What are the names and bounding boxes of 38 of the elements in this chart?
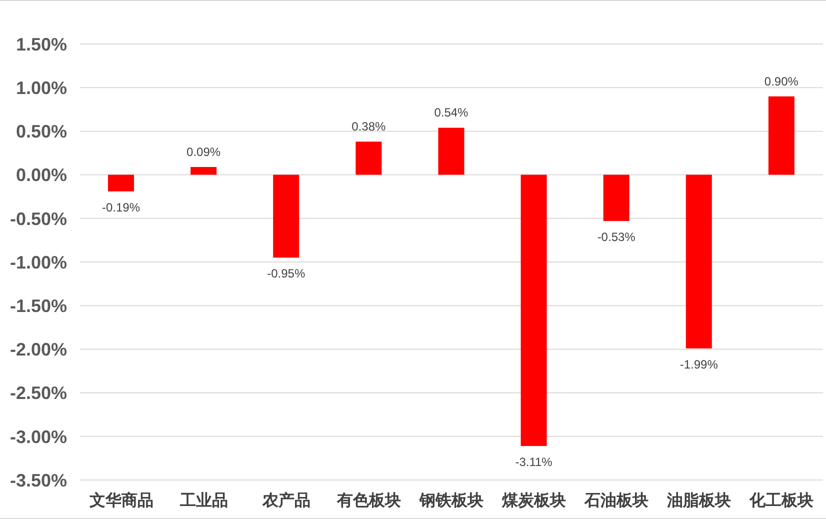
x-tick-label: 有色板块 [336,491,401,510]
x-tick-label: 工业品 [178,491,228,510]
data-label: -1.99% [680,357,718,372]
data-label: 0.54% [434,106,469,120]
bar [190,166,217,175]
bar [520,174,547,446]
data-label: -0.19% [102,200,140,214]
x-tick-label: 油脂板块 [666,491,732,510]
y-tick-label: -3.50% [10,470,67,490]
y-tick-label: 1.50% [16,34,67,54]
y-tick-label: -0.50% [10,208,67,229]
data-label: 0.90% [764,74,799,88]
y-tick-label: -3.00% [10,426,67,447]
x-tick-label: 煤炭板块 [501,491,566,510]
x-tick-label: 石油板块 [584,491,649,510]
x-tick-label: 化工板块 [748,491,814,510]
bar [356,142,382,175]
data-label: 0.09% [186,144,221,159]
x-tick-label: 农产品 [261,491,310,510]
bar [686,174,712,348]
y-tick-label: -1.00% [10,252,67,272]
data-label: -0.53% [597,230,636,244]
data-label: 0.38% [352,120,386,134]
y-tick-label: -2.50% [10,383,67,404]
y-tick-label: -2.00% [10,340,67,360]
bar [603,174,630,222]
x-tick-label: 文华商品 [88,491,154,510]
y-tick-label: 0.00% [16,165,67,186]
x-tick-label: 钢铁板块 [418,491,484,510]
y-tick-label: 1.00% [16,78,67,98]
data-label: -0.95% [267,266,306,281]
bar [273,174,300,258]
data-label: -3.11% [515,454,553,469]
bar [768,96,794,175]
y-tick-label: -1.50% [10,296,67,316]
bar [438,128,464,175]
y-tick-label: 0.50% [16,122,67,142]
bar [108,174,134,192]
